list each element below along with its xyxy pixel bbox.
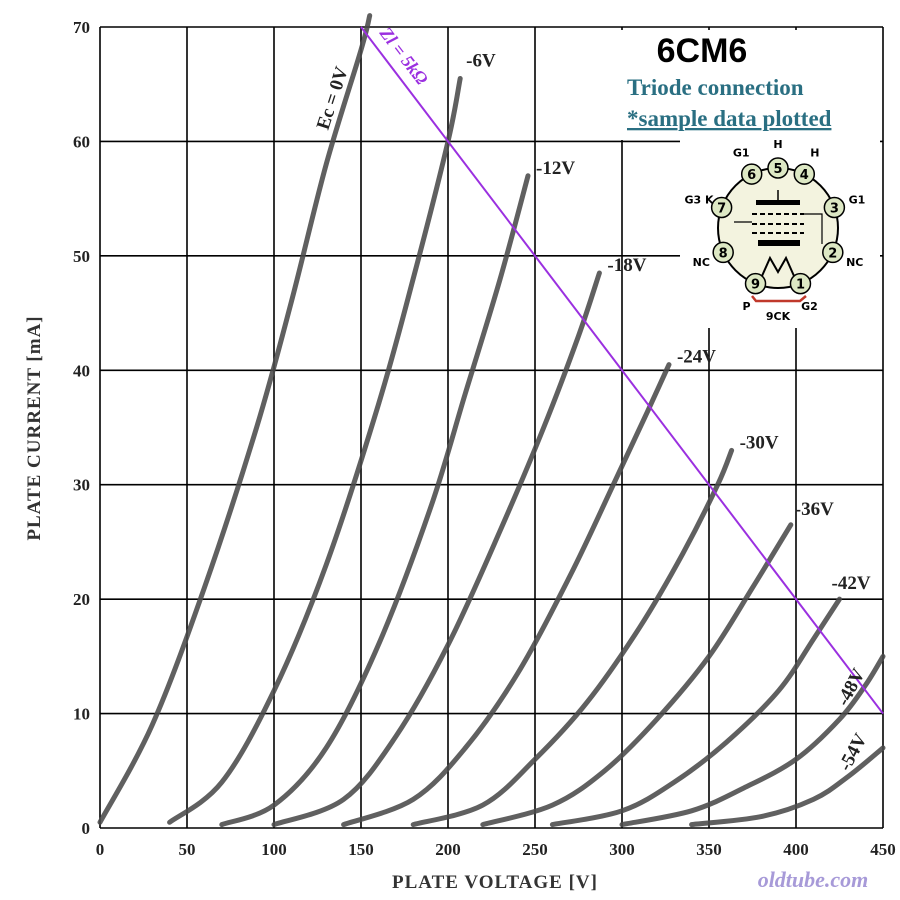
y-tick-label: 50 <box>73 247 90 266</box>
pin-name: NC <box>693 256 710 269</box>
pin-number: 6 <box>747 168 756 183</box>
curve-line <box>97 13 373 825</box>
y-tick-label: 60 <box>73 132 90 151</box>
electrode-symbols <box>734 190 823 277</box>
cathode-symbol <box>758 240 800 246</box>
pin-number: 8 <box>719 246 728 261</box>
curve-line <box>410 447 735 828</box>
pin-circle <box>822 241 844 264</box>
pin-circle <box>789 272 812 295</box>
subtitle-sample: *sample data plotted <box>627 106 832 131</box>
x-tick-label: 0 <box>96 840 105 859</box>
curve-label: -18V <box>607 255 646 276</box>
pin-number: 5 <box>773 162 782 177</box>
curve-label: -6V <box>466 50 496 71</box>
pin-number: 9 <box>751 278 760 293</box>
pin-name: H <box>810 147 819 160</box>
pin-number: 4 <box>800 168 809 183</box>
y-tick-label: 20 <box>73 590 90 609</box>
pin-number: 2 <box>828 246 837 261</box>
x-tick-label: 100 <box>261 840 287 859</box>
load-line <box>360 26 884 715</box>
pin-name: H <box>773 138 782 151</box>
curve-line <box>219 173 531 828</box>
pin-name: P <box>743 300 751 313</box>
curve-line <box>167 76 463 825</box>
x-tick-label: 150 <box>348 840 374 859</box>
curve-line <box>689 745 886 828</box>
pin-number: 1 <box>796 278 805 293</box>
x-tick-label: 300 <box>609 840 635 859</box>
curve-line <box>271 270 602 828</box>
y-tick-label: 40 <box>73 361 90 380</box>
x-tick-label: 400 <box>783 840 809 859</box>
x-tick-label: 200 <box>435 840 461 859</box>
pin-jumper <box>751 295 807 303</box>
title-box <box>620 30 880 140</box>
y-tick-label: 30 <box>73 476 90 495</box>
internal-lead <box>804 213 823 244</box>
tick-labels: 0 50 100 150 200 250 300 350 400 450 0 10 20 30 40 50 60… <box>73 18 896 859</box>
base-type-label: 9CK <box>766 310 791 323</box>
plate-symbol <box>756 200 800 205</box>
pin-circle <box>767 157 789 179</box>
subtitle-triode: Triode connection <box>627 75 804 100</box>
curve-label: -12V <box>536 158 575 179</box>
x-tick-label: 50 <box>179 840 196 859</box>
pin-circle <box>712 241 734 264</box>
curve-label: -36V <box>795 499 834 520</box>
curve-label: -24V <box>677 347 716 368</box>
pin-circle <box>740 163 763 185</box>
plate-curves <box>97 13 886 828</box>
pin-name: G3 K <box>685 193 715 206</box>
pin-number: 7 <box>717 201 726 216</box>
heater-symbol <box>761 255 795 277</box>
curve-label: -30V <box>740 432 779 453</box>
pin-circle <box>823 196 846 219</box>
y-tick-label: 10 <box>73 705 90 724</box>
curve-line <box>549 596 842 828</box>
pin-name: G2 <box>801 300 818 313</box>
pin-circle <box>744 272 767 295</box>
x-axis-label: PLATE VOLTAGE [V] <box>392 872 598 893</box>
x-tick-label: 350 <box>696 840 722 859</box>
pin-name: G1 <box>849 193 866 206</box>
curve-label: -42V <box>832 573 871 594</box>
pin-name: G1 <box>733 147 750 160</box>
x-tick-label: 250 <box>522 840 548 859</box>
grid <box>99 26 884 829</box>
pin-name: NC <box>846 256 863 269</box>
y-tick-label: 70 <box>73 18 90 37</box>
y-axis-label: PLATE CURRENT [mA] <box>24 315 45 540</box>
pin-circle <box>710 196 733 219</box>
chart-title: 6CM6 <box>657 32 748 70</box>
pin-circle <box>793 163 816 185</box>
x-tick-label: 450 <box>870 840 896 859</box>
y-tick-label: 0 <box>82 819 91 838</box>
curve-label: -54V <box>835 730 872 775</box>
watermark: oldtube.com <box>758 867 869 892</box>
curve-line <box>341 362 672 828</box>
curve-line <box>480 522 794 828</box>
pin-number: 3 <box>830 201 839 216</box>
curve-line <box>619 653 886 828</box>
